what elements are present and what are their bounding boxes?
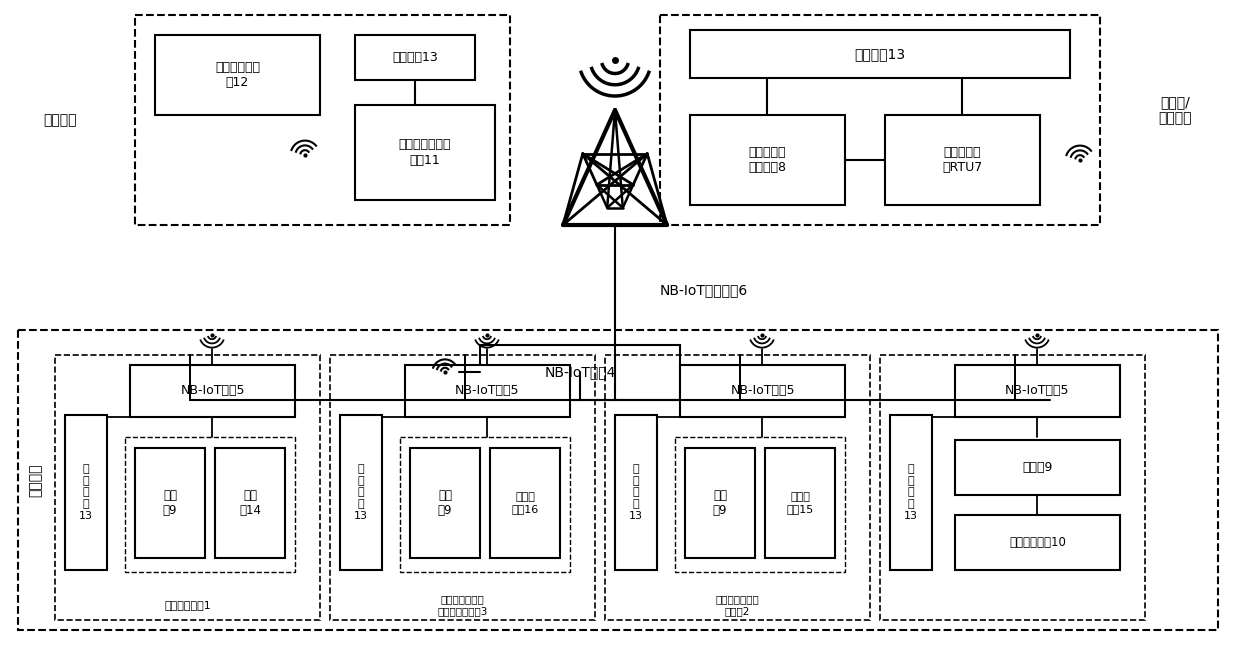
- Bar: [130, 365, 295, 417]
- Bar: [680, 365, 844, 417]
- Bar: [880, 355, 1145, 620]
- Bar: [490, 448, 560, 558]
- Bar: [689, 115, 844, 205]
- Text: NB-IoT终端5: NB-IoT终端5: [730, 384, 795, 397]
- Bar: [689, 30, 1070, 78]
- Bar: [135, 448, 205, 558]
- Bar: [215, 448, 285, 558]
- Text: 供
电
模
块
13: 供 电 模 块 13: [79, 465, 93, 521]
- Text: 电缆中间接头运
行状态监测模块3: 电缆中间接头运 行状态监测模块3: [438, 594, 487, 616]
- Text: 供电和/
或负载侧: 供电和/ 或负载侧: [1158, 95, 1192, 125]
- Text: NB-IoT终端5: NB-IoT终端5: [1006, 384, 1070, 397]
- Bar: [480, 345, 680, 400]
- Bar: [675, 437, 844, 572]
- Bar: [340, 415, 382, 570]
- Text: 电力沟道: 电力沟道: [29, 463, 42, 497]
- Bar: [684, 448, 755, 558]
- Text: NB-IoT基站4: NB-IoT基站4: [544, 366, 616, 380]
- Text: 智能执行机构10: 智能执行机构10: [1009, 536, 1066, 549]
- Text: 远程移动监控
端12: 远程移动监控 端12: [215, 61, 260, 89]
- Text: 温度传
感器16: 温度传 感器16: [511, 492, 538, 514]
- Text: 远程终端装
置RTU7: 远程终端装 置RTU7: [942, 146, 982, 174]
- Bar: [55, 355, 320, 620]
- Bar: [330, 355, 595, 620]
- Text: NB-IoT终端5: NB-IoT终端5: [455, 384, 520, 397]
- Bar: [615, 415, 657, 570]
- Text: 传感
器14: 传感 器14: [239, 489, 260, 517]
- Bar: [410, 448, 480, 558]
- Bar: [401, 437, 570, 572]
- Text: NB-IoT核心网络6: NB-IoT核心网络6: [660, 283, 748, 297]
- Text: 远程监控中心计
算机11: 远程监控中心计 算机11: [399, 138, 451, 166]
- Bar: [765, 448, 835, 558]
- Text: 单片
机9: 单片 机9: [438, 489, 453, 517]
- Bar: [155, 35, 320, 115]
- Text: 供电模块13: 供电模块13: [854, 47, 905, 61]
- Bar: [405, 365, 570, 417]
- Bar: [64, 415, 107, 570]
- Text: 温度传
感器15: 温度传 感器15: [786, 492, 813, 514]
- Text: 运维人员: 运维人员: [43, 113, 77, 127]
- Text: 环境监测模块1: 环境监测模块1: [164, 600, 211, 610]
- Text: 单片机9: 单片机9: [1022, 461, 1053, 474]
- Bar: [955, 515, 1120, 570]
- Text: NB-IoT终端5: NB-IoT终端5: [180, 384, 244, 397]
- Bar: [355, 105, 495, 200]
- Text: 供
电
模
块
13: 供 电 模 块 13: [629, 465, 644, 521]
- Bar: [125, 437, 295, 572]
- Bar: [605, 355, 870, 620]
- Text: 供
电
模
块
13: 供 电 模 块 13: [353, 465, 368, 521]
- Text: 电缆运行状态监
测模块2: 电缆运行状态监 测模块2: [715, 594, 759, 616]
- Bar: [955, 440, 1120, 495]
- Bar: [885, 115, 1040, 205]
- Bar: [660, 15, 1100, 225]
- Text: 单片
机9: 单片 机9: [713, 489, 727, 517]
- Text: 单片
机9: 单片 机9: [162, 489, 177, 517]
- Text: 三相不平衡
调节装置8: 三相不平衡 调节装置8: [749, 146, 786, 174]
- Text: 供
电
模
块
13: 供 电 模 块 13: [904, 465, 918, 521]
- Text: 供电模块13: 供电模块13: [392, 51, 438, 64]
- Bar: [955, 365, 1120, 417]
- Bar: [19, 330, 1218, 630]
- Bar: [135, 15, 510, 225]
- Bar: [890, 415, 932, 570]
- Bar: [355, 35, 475, 80]
